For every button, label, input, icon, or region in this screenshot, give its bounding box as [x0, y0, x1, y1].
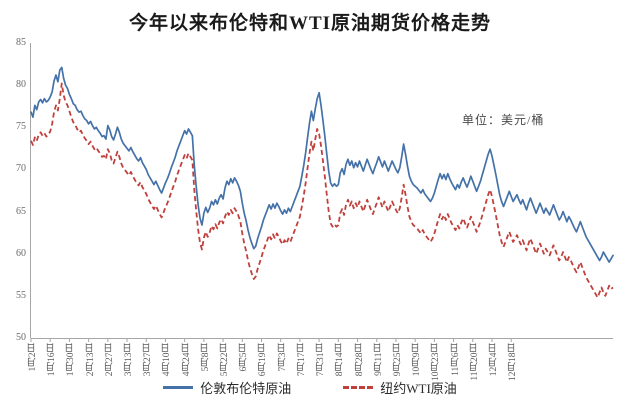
x-axis-tick-label: 9月11日	[373, 343, 384, 376]
axis-lines	[30, 43, 613, 339]
y-axis-tick-label: 65	[16, 205, 26, 217]
x-axis-tick-label: 2月27日	[104, 343, 115, 377]
y-axis-tick-label: 75	[16, 121, 26, 133]
y-axis-tick-label: 70	[16, 163, 26, 175]
x-axis-tick-label: 1月2日	[28, 343, 38, 372]
legend-item-wti[interactable]: 纽约WTI原油	[343, 378, 457, 397]
legend-item-brent[interactable]: 伦敦布伦特原油	[163, 378, 291, 397]
unit-annotation: 单位：美元/桶	[462, 113, 545, 127]
series-line-wti	[30, 82, 614, 299]
x-axis-tick-label: 1月16日	[47, 343, 58, 377]
legend-label-wti: 纽约WTI原油	[380, 381, 457, 396]
x-axis-tick-label: 5月22日	[220, 343, 231, 377]
x-axis-tick-label: 10月9日	[412, 343, 423, 377]
legend-swatch-brent-icon	[163, 386, 194, 389]
x-axis-tick-label: 6月5日	[239, 343, 250, 372]
x-axis-tick-label: 4月24日	[181, 343, 192, 377]
x-axis-tick-label: 3月13日	[124, 343, 135, 377]
x-axis-tick-label: 6月19日	[258, 343, 269, 377]
y-axis-tick-label: 50	[16, 332, 26, 343]
y-axis-tick-label: 80	[16, 79, 26, 91]
x-axis-tick-label: 12月18日	[508, 343, 519, 381]
x-axis-tick-label: 4月10日	[162, 343, 173, 377]
legend-swatch-wti-icon	[343, 386, 374, 389]
x-axis-tick-label: 11月20日	[469, 343, 480, 381]
x-axis-tick-label: 7月31日	[316, 343, 327, 377]
x-axis-tick-label: 7月3日	[277, 343, 288, 372]
chart-legend: 伦敦布伦特原油 纽约WTI原油	[0, 378, 620, 397]
x-tickmarks	[30, 338, 512, 342]
x-axis-tick-label: 8月28日	[354, 343, 365, 377]
x-axis-tick-label: 2月13日	[85, 343, 96, 377]
x-axis-tick-label: 11月6日	[450, 343, 461, 376]
x-axis-tick-label: 8月14日	[335, 343, 346, 377]
y-axis-tick-label: 55	[16, 289, 26, 301]
x-axis-tick-label: 7月17日	[296, 343, 307, 377]
y-axis-tick-label: 60	[16, 247, 26, 259]
x-axis-tick-label: 9月25日	[392, 343, 403, 377]
y-axis-tick-label: 85	[16, 37, 26, 48]
x-axis-tick-label: 3月27日	[143, 343, 154, 377]
series-line-brent	[30, 66, 614, 263]
x-axis-tick-label: 12月4日	[488, 343, 499, 377]
x-axis-tick-label: 5月8日	[200, 343, 211, 372]
legend-label-brent: 伦敦布伦特原油	[200, 381, 292, 396]
x-axis-tick-label: 10月23日	[431, 343, 442, 381]
chart-title: 今年以来布伦特和WTI原油期货价格走势	[128, 13, 492, 34]
x-axis-tick-label: 1月30日	[66, 343, 77, 377]
